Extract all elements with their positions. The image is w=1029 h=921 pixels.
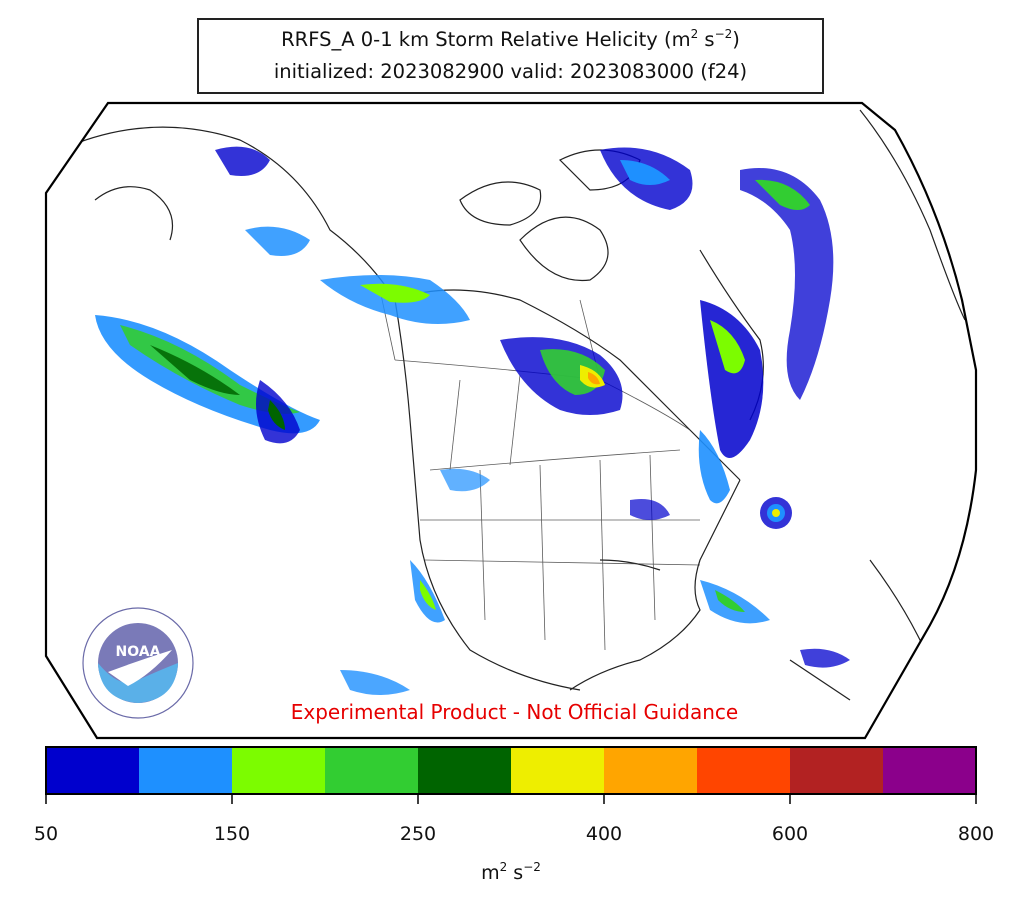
colorbar-segment (604, 747, 698, 794)
colorbar-tick-label: 50 (33, 823, 59, 845)
colorbar-tick-label: 150 (213, 823, 251, 845)
coastlines (59, 109, 966, 721)
colorbar-segment (46, 747, 140, 794)
unit-exponent: −2 (523, 860, 541, 874)
title-text: ) (732, 28, 740, 51)
unit-exponent: 2 (499, 860, 508, 874)
map-title-line1: RRFS_A 0-1 km Storm Relative Helicity (m… (199, 28, 822, 51)
unit-text: m (481, 862, 500, 884)
colorbar-segments (46, 747, 977, 794)
colorbar-segment (325, 747, 419, 794)
title-text: RRFS_A 0-1 km Storm Relative Helicity (m (281, 28, 691, 51)
helicity-field (95, 146, 850, 695)
colorbar-segment (139, 747, 233, 794)
map-title-box: RRFS_A 0-1 km Storm Relative Helicity (m… (197, 18, 824, 94)
colorbar-segment (511, 747, 605, 794)
colorbar-unit-label: m2 s−2 (481, 860, 541, 884)
unit-text: s (507, 862, 524, 884)
colorbar-tick-label: 600 (771, 823, 809, 845)
colorbar-tick-label: 250 (399, 823, 437, 845)
title-exponent: −2 (714, 27, 733, 41)
noaa-logo: NOAA (82, 607, 194, 719)
colorbar-segment (790, 747, 884, 794)
colorbar-segment (232, 747, 326, 794)
title-text: s (698, 28, 715, 51)
map-content (59, 109, 966, 721)
map-frame (44, 101, 978, 740)
map-subtitle: initialized: 2023082900 valid: 202308300… (273, 60, 748, 83)
colorbar-ticks (45, 794, 977, 804)
colorbar-tick-label: 800 (957, 823, 995, 845)
colorbar-segment (883, 747, 977, 794)
colorbar-tick-label: 400 (585, 823, 623, 845)
colorbar-segment (697, 747, 791, 794)
colorbar-segment (418, 747, 512, 794)
title-exponent: 2 (690, 27, 699, 41)
noaa-logo-text: NOAA (116, 644, 161, 660)
colorbar-frame (45, 746, 977, 795)
